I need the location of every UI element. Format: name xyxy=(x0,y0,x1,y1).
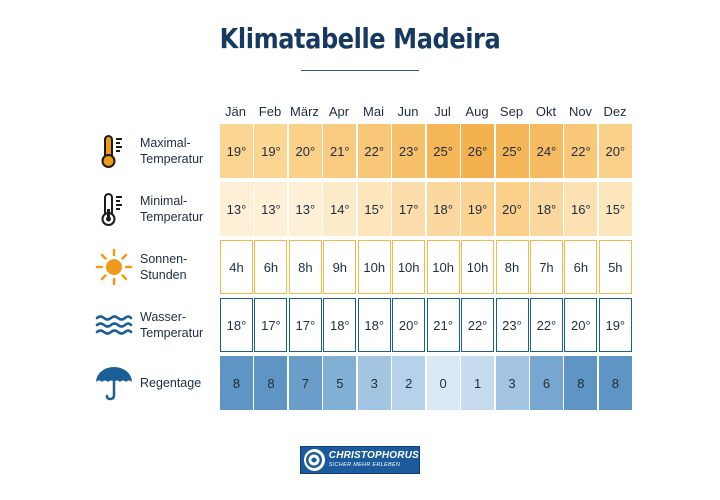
cell-sun: 5h xyxy=(598,240,632,294)
cell-rain: 8 xyxy=(220,356,253,410)
cell-min: 13° xyxy=(288,182,322,236)
cell-sun: 10h xyxy=(426,240,460,294)
cell-max: 24° xyxy=(529,124,563,178)
cell-water: 20° xyxy=(564,298,598,352)
page-title: Klimatabelle Madeira xyxy=(219,22,501,55)
month-label: Jul xyxy=(434,104,451,119)
cell-sun: 4h xyxy=(220,240,253,294)
cell-min: 18° xyxy=(426,182,460,236)
cell-rain: 0 xyxy=(426,356,460,410)
month-label: Apr xyxy=(328,104,350,119)
cell-min: 16° xyxy=(564,182,598,236)
cell-min: 15° xyxy=(598,182,632,236)
cell-water: 17° xyxy=(254,298,288,352)
row-water-temperature: Wasser- Temperatur 18° 17° 17° 18° 18° 20° 21°… xyxy=(0,298,720,352)
row-min-temperature: Minimal- Temperatur 13° 13° 13° 14° 15° 17° 18… xyxy=(0,182,720,236)
cell-rain: 7 xyxy=(288,356,322,410)
month-label: Okt xyxy=(535,104,557,119)
cell-sun: 6h xyxy=(564,240,598,294)
cell-max: 19° xyxy=(254,124,288,178)
month-header: Jän Feb März Apr Mai Jun Jul Aug Sep Okt Nov Dez xyxy=(218,104,632,122)
cell-sun: 9h xyxy=(323,240,357,294)
row-label-water-temperature: Wasser- Temperatur xyxy=(140,310,204,340)
logo-brand: CHRISTOPHORUS xyxy=(328,450,419,462)
cell-max: 25° xyxy=(426,124,460,178)
cell-water: 18° xyxy=(220,298,253,352)
cell-min: 18° xyxy=(529,182,563,236)
cell-rain: 3 xyxy=(495,356,529,410)
cell-max: 20° xyxy=(288,124,322,178)
cell-max: 20° xyxy=(598,124,632,178)
cell-sun: 8h xyxy=(288,240,322,294)
cell-rain: 6 xyxy=(529,356,563,410)
cell-rain: 8 xyxy=(598,356,632,410)
cell-max: 23° xyxy=(392,124,426,178)
cell-max: 21° xyxy=(323,124,357,178)
cell-water: 23° xyxy=(495,298,529,352)
row-label-sun-hours: Sonnen- Stunden xyxy=(140,252,188,282)
cell-water: 20° xyxy=(392,298,426,352)
title-divider xyxy=(301,70,419,71)
cell-rain: 8 xyxy=(564,356,598,410)
month-label: März xyxy=(290,104,319,119)
sun-icon xyxy=(94,247,134,287)
cell-rain: 5 xyxy=(323,356,357,410)
month-label: Sep xyxy=(499,104,524,119)
month-label: Jun xyxy=(397,104,419,119)
thermometer-cold-icon xyxy=(94,189,134,229)
logo-slogan: SICHER MEHR ERLEBEN xyxy=(328,462,401,469)
cell-min: 20° xyxy=(495,182,529,236)
umbrella-icon xyxy=(94,363,134,403)
cell-max: 26° xyxy=(461,124,495,178)
cell-max: 22° xyxy=(564,124,598,178)
cell-sun: 10h xyxy=(392,240,426,294)
cell-rain: 2 xyxy=(392,356,426,410)
cell-min: 19° xyxy=(461,182,495,236)
month-label: Mai xyxy=(363,104,384,119)
cell-sun: 7h xyxy=(529,240,563,294)
cell-water: 19° xyxy=(598,298,632,352)
cell-water: 18° xyxy=(357,298,391,352)
month-label: Jän xyxy=(225,104,246,119)
row-sun-hours: Sonnen- Stunden 4h 6h 8h 9h 10h 10h 10h 10h 8h 7h… xyxy=(0,240,720,294)
cell-min: 15° xyxy=(357,182,391,236)
cell-water: 18° xyxy=(323,298,357,352)
cell-min: 13° xyxy=(220,182,253,236)
row-label-min-temperature: Minimal- Temperatur xyxy=(140,194,204,224)
month-label: Dez xyxy=(603,104,627,119)
cell-rain: 3 xyxy=(357,356,391,410)
cell-rain: 8 xyxy=(254,356,288,410)
row-label-max-temperature: Maximal- Temperatur xyxy=(140,136,204,166)
christophorus-emblem-icon xyxy=(304,449,325,471)
cell-water: 17° xyxy=(288,298,322,352)
month-label: Aug xyxy=(465,104,489,119)
cell-water: 22° xyxy=(529,298,563,352)
thermometer-hot-icon xyxy=(94,131,134,171)
month-label: Feb xyxy=(258,104,282,119)
cell-max: 25° xyxy=(495,124,529,178)
waves-icon xyxy=(94,305,134,345)
cell-water: 21° xyxy=(426,298,460,352)
cell-max: 19° xyxy=(220,124,253,178)
christophorus-logo: CHRISTOPHORUS SICHER MEHR ERLEBEN xyxy=(300,446,420,474)
cell-water: 22° xyxy=(461,298,495,352)
cell-min: 13° xyxy=(254,182,288,236)
cell-sun: 6h xyxy=(254,240,288,294)
cell-rain: 1 xyxy=(461,356,495,410)
month-label: Nov xyxy=(568,104,593,119)
row-label-rain-days: Regentage xyxy=(140,376,202,390)
row-max-temperature: Maximal- Temperatur 19° 19° 20° 21° 22° 23° 25… xyxy=(0,124,720,178)
cell-sun: 10h xyxy=(357,240,391,294)
cell-sun: 10h xyxy=(461,240,495,294)
cell-min: 14° xyxy=(323,182,357,236)
cell-max: 22° xyxy=(357,124,391,178)
cell-min: 17° xyxy=(392,182,426,236)
cell-sun: 8h xyxy=(495,240,529,294)
